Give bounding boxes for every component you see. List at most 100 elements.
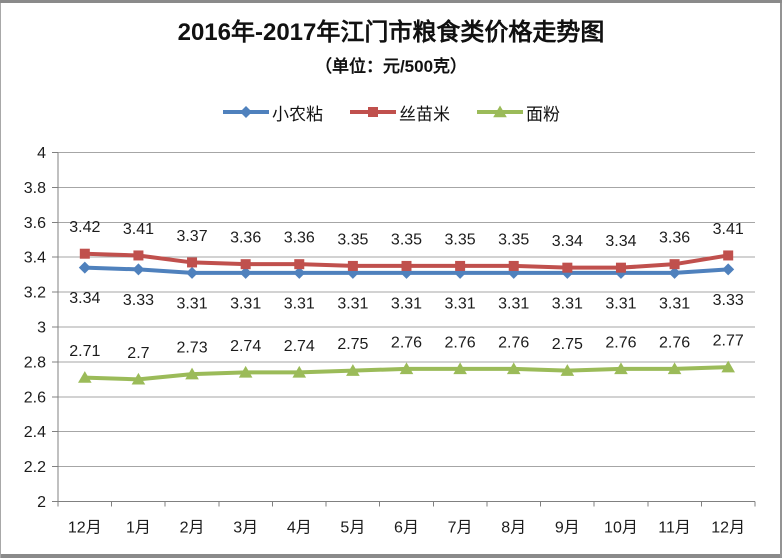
series-marker-triangle: [238, 365, 253, 378]
series-marker-square: [79, 248, 90, 259]
legend-item-series2: 丝苗米: [349, 100, 450, 125]
y-tick-label: 3.6: [24, 215, 46, 232]
data-label: 3.36: [659, 230, 690, 247]
x-axis-label: 12月: [68, 520, 102, 537]
series-marker-diamond: [668, 266, 681, 279]
data-label: 3.35: [498, 231, 529, 248]
data-label: 3.35: [337, 231, 368, 248]
x-axis-label: 5月: [340, 520, 365, 537]
data-label: 2.73: [176, 340, 207, 357]
y-tick-label: 2.6: [24, 389, 46, 406]
y-tick-label: 3.8: [24, 180, 46, 197]
x-axis-labels: 12月 1月 2月 3月 4月 5月 6月 7月 8月 9月 10月 11月 12月: [68, 520, 745, 537]
series-marker-diamond: [132, 263, 145, 276]
y-tick-label: 4: [37, 145, 46, 162]
x-axis-label: 7月: [448, 520, 473, 537]
data-label: 3.31: [659, 295, 690, 312]
data-label: 2.7: [127, 345, 149, 362]
data-label: 3.31: [605, 295, 636, 312]
y-tick-label: 3.4: [24, 250, 46, 267]
legend-label: 面粉: [526, 104, 560, 124]
x-axis-label: 11月: [658, 520, 691, 537]
data-label: 3.31: [176, 295, 207, 312]
axes: [57, 152, 755, 502]
series-marker-square: [401, 260, 412, 271]
data-label: 2.74: [230, 338, 261, 355]
data-label: 3.31: [337, 295, 368, 312]
x-axis-label: 12月: [711, 520, 745, 537]
series-marker-diamond: [239, 266, 252, 279]
x-axis-label: 3月: [233, 520, 258, 537]
data-label: 3.34: [605, 233, 636, 250]
data-label: 3.37: [176, 228, 207, 245]
x-axis-label: 10月: [604, 520, 638, 537]
legend-item-series1: 小农粘: [222, 100, 323, 125]
y-tick-label: 2.4: [24, 424, 46, 441]
data-label: 2.74: [284, 338, 315, 355]
x-axis-label: 2月: [180, 520, 205, 537]
data-label: 3.31: [498, 295, 529, 312]
data-label: 3.36: [284, 230, 315, 247]
legend-label: 丝苗米: [399, 104, 450, 124]
series-marker-triangle: [614, 362, 628, 375]
series-marker-triangle: [506, 362, 521, 375]
series-marker-triangle: [721, 360, 735, 373]
data-label: 2.75: [552, 336, 583, 353]
y-axis-labels: 2 2.2 2.4 2.6 2.8 3 3.2 3.4 3.6 3.8 4: [24, 145, 46, 511]
data-label: 2.76: [498, 334, 529, 351]
data-label: 2.76: [605, 334, 636, 351]
series-marker-square: [508, 260, 519, 271]
line-square-marker-icon: [350, 107, 396, 117]
series-marker-square: [615, 262, 626, 273]
series-marker-diamond: [186, 266, 199, 279]
data-label: 3.31: [391, 295, 422, 312]
data-label: 2.77: [713, 333, 744, 350]
y-tick-label: 3.2: [24, 285, 46, 302]
data-label: 3.36: [230, 230, 261, 247]
x-axis-label: 1月: [126, 520, 151, 537]
series-marker-triangle: [346, 364, 360, 376]
data-label: 2.75: [337, 336, 368, 353]
data-label: 3.31: [445, 295, 476, 312]
series-square: [79, 248, 734, 273]
gridlines: [52, 152, 755, 502]
data-label: 3.33: [123, 292, 154, 309]
y-tick-label: 2.2: [24, 459, 46, 476]
chart-title: 2016年-2017年江门市粮食类价格走势图: [177, 19, 605, 46]
data-label: 3.34: [69, 290, 100, 307]
x-axis-label: 9月: [555, 520, 580, 537]
x-axis-ticks: [57, 501, 756, 507]
series-marker-square: [187, 257, 198, 268]
series-marker-square: [455, 260, 466, 271]
data-label: 2.76: [445, 334, 476, 351]
x-axis-label: 6月: [394, 520, 419, 537]
series-marker-triangle: [292, 365, 307, 378]
data-label: 3.31: [552, 295, 583, 312]
y-tick-label: 3: [37, 320, 46, 337]
data-label: 3.31: [230, 295, 261, 312]
series-marker-triangle: [560, 364, 575, 376]
data-label: 2.76: [391, 334, 422, 351]
legend-label: 小农粘: [272, 104, 323, 124]
series-marker-triangle: [399, 362, 414, 375]
series-marker-diamond: [78, 261, 91, 274]
chart-subtitle: （单位：元/500克）: [314, 57, 468, 76]
line-diamond-marker-icon: [223, 106, 269, 118]
data-labels: 3.34 3.33 3.31 3.31 3.31 3.31 3.31 3.31 3.31 3.31…: [69, 219, 744, 362]
data-label: 2.76: [659, 334, 690, 351]
series-marker-square: [723, 250, 734, 261]
x-axis-label: 4月: [287, 520, 312, 537]
series-marker-triangle: [667, 362, 682, 375]
data-label: 3.35: [391, 231, 422, 248]
series-marker-square: [669, 259, 680, 270]
data-label: 3.41: [123, 221, 154, 238]
series-marker-square: [562, 262, 573, 273]
data-label: 3.31: [284, 295, 315, 312]
series-marker-triangle: [185, 367, 199, 380]
data-label: 3.35: [445, 231, 476, 248]
legend-item-series3: 面粉: [476, 100, 560, 125]
series-marker-square: [240, 259, 251, 270]
series-marker-square: [133, 250, 144, 261]
